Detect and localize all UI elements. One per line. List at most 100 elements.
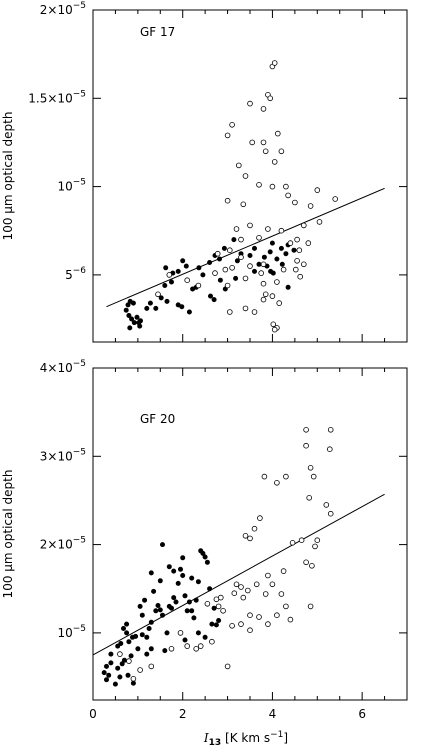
data-point-open <box>269 581 276 588</box>
data-point-filled <box>160 612 166 618</box>
data-point-filled <box>175 580 181 586</box>
data-point-open <box>292 199 298 206</box>
data-point-open <box>294 236 300 243</box>
data-point-filled <box>108 651 114 657</box>
data-point-filled <box>211 605 217 611</box>
data-point-open <box>227 309 233 315</box>
data-point-filled <box>234 258 240 264</box>
data-point-open <box>253 581 260 588</box>
data-point-open <box>274 612 280 618</box>
data-point-open <box>251 525 258 532</box>
data-point-filled <box>216 617 222 623</box>
data-point-open <box>193 645 200 652</box>
data-point-filled <box>180 555 186 561</box>
data-point-open <box>274 279 280 285</box>
data-point-filled <box>160 542 166 548</box>
data-point-open <box>261 473 268 480</box>
data-point-open <box>126 658 132 664</box>
data-point-open <box>287 616 294 623</box>
panel-gf17: GF 17 100 μm optical depth 5−6 10−5 1.5×10… <box>1 1 408 343</box>
data-point-filled <box>162 648 168 654</box>
panel-gf20-title: GF 20 <box>140 412 175 426</box>
data-point-open <box>283 473 289 480</box>
data-point-open <box>278 148 285 155</box>
data-point-open <box>195 282 202 289</box>
data-point-filled <box>211 297 217 303</box>
y-tick-label: 2×10−5 <box>40 536 86 552</box>
data-point-open <box>294 257 300 264</box>
data-point-filled <box>144 305 150 311</box>
data-point-open <box>224 197 231 204</box>
data-point-open <box>184 643 191 649</box>
data-point-filled <box>182 593 188 599</box>
data-point-filled <box>180 258 186 264</box>
data-point-open <box>283 183 289 190</box>
data-point-filled <box>125 302 131 308</box>
data-point-open <box>229 122 235 128</box>
data-point-open <box>298 537 305 543</box>
data-point-filled <box>195 579 201 585</box>
data-point-filled <box>195 630 201 636</box>
data-point-open <box>292 266 299 273</box>
data-point-open <box>312 543 318 550</box>
data-point-filled <box>186 599 192 605</box>
data-point-open <box>314 537 321 543</box>
panel-gf20: GF 20 100 μm optical depth 10−5 2×10−5 3×1… <box>1 359 408 747</box>
data-point-filled <box>180 572 186 578</box>
data-point-open <box>327 510 334 517</box>
data-point-filled <box>126 639 132 645</box>
data-point-open <box>251 309 258 315</box>
data-point-filled <box>119 661 125 667</box>
data-point-open <box>242 532 249 539</box>
data-point-open <box>240 594 247 601</box>
data-point-filled <box>138 318 144 324</box>
data-point-filled <box>175 268 181 274</box>
data-point-open <box>247 100 253 107</box>
panel-gf20-points <box>101 426 334 687</box>
data-point-filled <box>178 566 184 572</box>
panel-gf20-ylabel: 100 μm optical depth <box>1 470 15 599</box>
data-point-filled <box>171 595 177 601</box>
data-point-filled <box>269 240 275 246</box>
data-point-filled <box>158 295 164 301</box>
data-point-open <box>256 235 262 241</box>
data-point-open <box>247 627 253 633</box>
data-point-filled <box>164 298 170 304</box>
data-point-filled <box>164 630 170 636</box>
data-point-open <box>300 222 307 229</box>
data-point-filled <box>108 660 114 666</box>
data-point-filled <box>126 312 132 318</box>
panel-gf17-ylabel: 100 μm optical depth <box>1 112 15 241</box>
data-point-open <box>269 183 276 190</box>
data-point-filled <box>128 653 134 659</box>
data-point-filled <box>209 621 215 627</box>
data-point-filled <box>256 261 262 267</box>
data-point-filled <box>115 643 121 649</box>
data-point-filled <box>217 277 223 283</box>
data-point-open <box>197 643 204 649</box>
data-point-filled <box>123 307 129 313</box>
x-tick-label: 6 <box>358 707 366 721</box>
data-point-open <box>307 464 314 471</box>
data-point-open <box>240 201 247 208</box>
data-point-open <box>271 326 278 333</box>
data-point-filled <box>247 253 253 259</box>
y-tick-label: 1.5×10−5 <box>28 89 86 105</box>
data-point-filled <box>104 663 110 669</box>
data-point-filled <box>191 615 197 621</box>
data-point-open <box>274 130 281 137</box>
data-point-filled <box>134 314 140 320</box>
data-point-filled <box>139 632 145 638</box>
data-point-filled <box>252 245 258 251</box>
data-point-open <box>316 219 323 225</box>
x-tick-label: 4 <box>269 707 277 721</box>
data-point-filled <box>157 607 163 613</box>
data-point-filled <box>157 578 163 584</box>
data-point-open <box>137 667 143 673</box>
data-point-open <box>262 291 269 298</box>
data-point-open <box>227 247 233 254</box>
data-point-open <box>260 139 267 146</box>
data-point-filled <box>146 625 152 631</box>
y-tick-label: 2×10−5 <box>40 1 86 17</box>
